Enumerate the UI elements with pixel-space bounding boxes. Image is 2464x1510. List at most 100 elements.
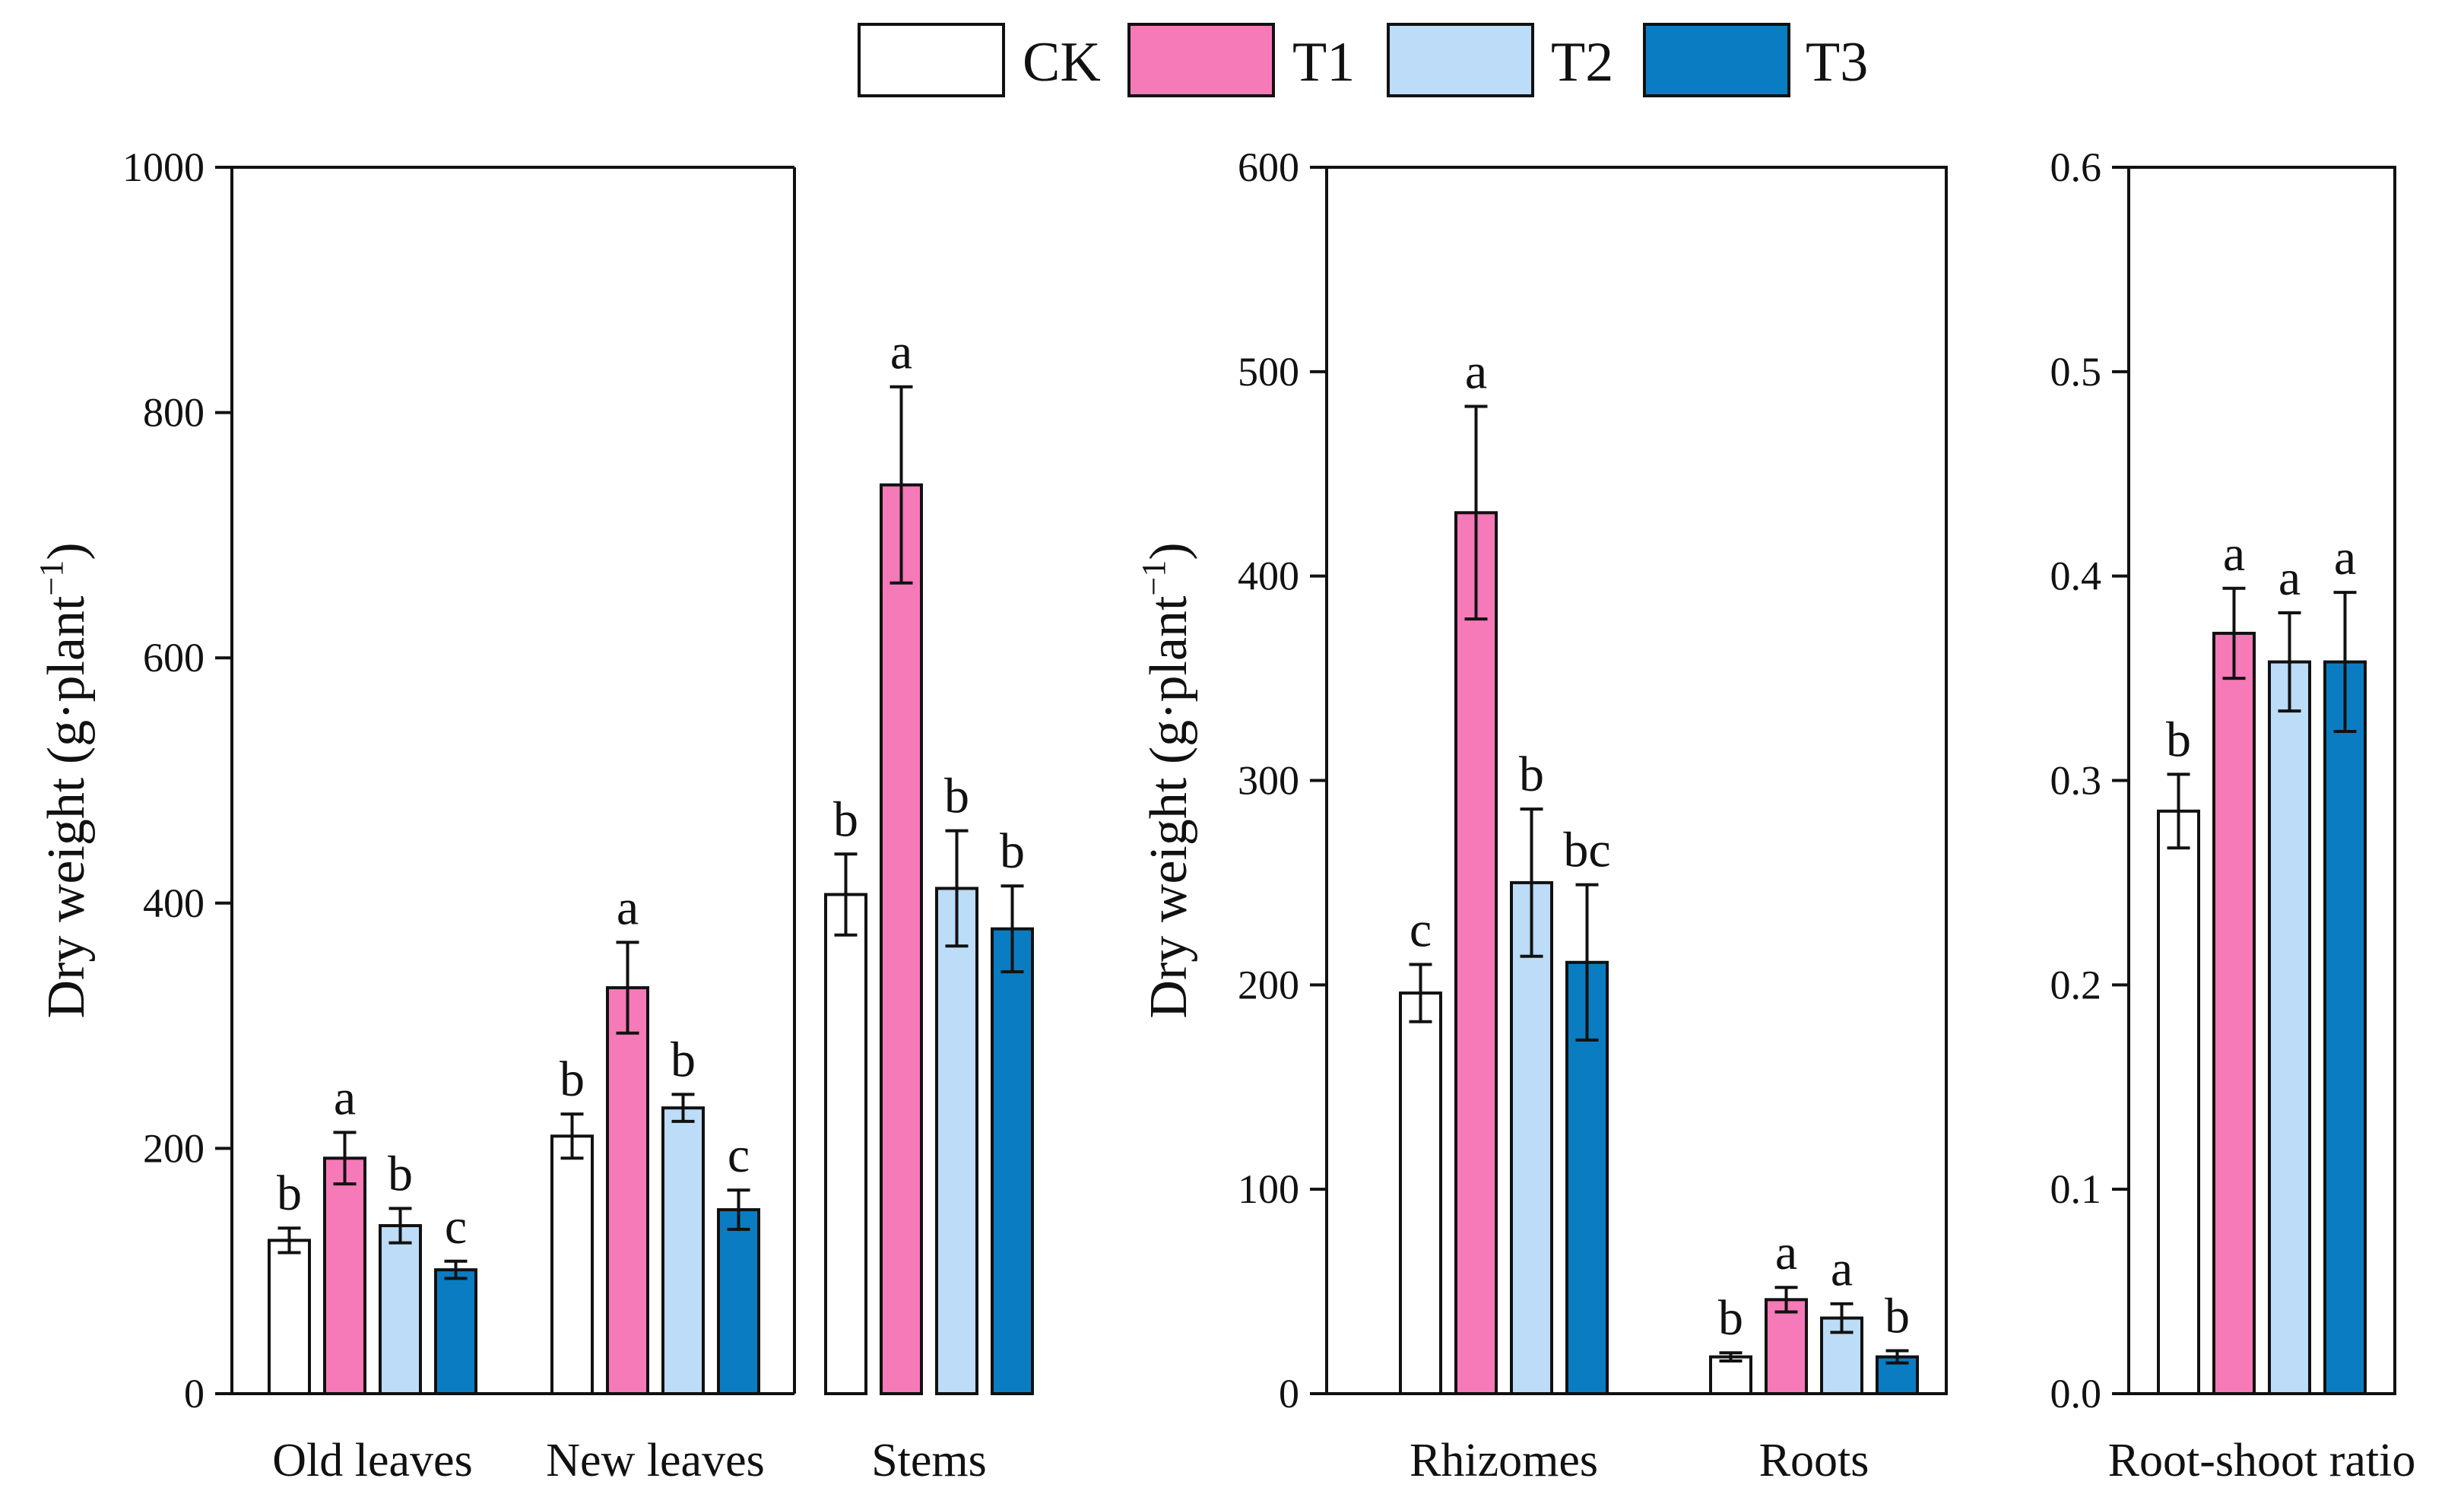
significance-letter: b (944, 769, 969, 824)
bar-t1-3 (880, 483, 923, 1396)
y-tick-label: 0.2 (2050, 962, 2102, 1007)
x-category-label: Old leaves (272, 1435, 472, 1486)
error-bar (2278, 611, 2301, 713)
significance-letter: a (2278, 550, 2301, 606)
bar-t3-2 (717, 1208, 760, 1396)
bar-t1-1 (1454, 511, 1498, 1395)
error-bar (1719, 1351, 1743, 1362)
error-bar (1409, 963, 1432, 1023)
y-tick-label: 0.0 (2050, 1371, 2102, 1416)
significance-letter: a (2223, 526, 2245, 582)
significance-letter: c (728, 1128, 750, 1183)
error-bar (1520, 807, 1543, 958)
significance-letter: b (833, 791, 858, 847)
error-bar (671, 1093, 695, 1123)
significance-letter: a (1831, 1242, 1853, 1297)
y-tick-label: 200 (1238, 962, 1299, 1007)
significance-letter: b (388, 1146, 413, 1201)
bar-t1-1 (323, 1156, 366, 1395)
significance-letter: a (890, 325, 912, 380)
y-tick-label: 0 (184, 1371, 205, 1416)
error-bar (1774, 1286, 1798, 1314)
bar-ck-1 (2157, 809, 2200, 1395)
bar-t3-1 (434, 1268, 477, 1396)
legend-swatch-t1 (1127, 23, 1275, 97)
significance-letter: b (1885, 1289, 1910, 1344)
bar-t2-3 (935, 887, 978, 1395)
legend-label-ck: CK (1023, 31, 1101, 94)
significance-letter: a (1465, 344, 1487, 400)
bar-ck-3 (824, 893, 867, 1396)
y-axis-title-close: ) (1140, 542, 1198, 560)
error-bar (333, 1131, 357, 1186)
error-bar (277, 1226, 301, 1255)
error-bar (1575, 883, 1599, 1042)
bar-t3-1 (2323, 660, 2367, 1395)
x-category-label: Root-shoot ratio (2108, 1435, 2416, 1486)
significance-letter: bc (1563, 823, 1610, 878)
legend: CK T1 T2 T3 (858, 23, 1868, 97)
significance-letter: a (2334, 530, 2356, 585)
significance-letter: b (1000, 823, 1025, 879)
error-bar (2333, 591, 2357, 733)
error-bar (2222, 586, 2246, 680)
significance-letter: c (445, 1199, 467, 1255)
bar-ck-2 (550, 1134, 594, 1396)
y-tick-label: 1000 (122, 144, 205, 190)
significance-letter: b (671, 1032, 696, 1087)
y-tick-label: 0.3 (2050, 758, 2102, 804)
y-axis-title-superscript: −1 (1135, 560, 1172, 596)
y-tick-label: 0.4 (2050, 554, 2102, 599)
y-tick-label: 0.1 (2050, 1166, 2102, 1212)
error-bar (727, 1188, 750, 1231)
error-bar (834, 852, 858, 937)
bar-t2-1 (2268, 660, 2311, 1395)
y-tick-label: 500 (1238, 349, 1299, 395)
significance-letter: b (1718, 1290, 1743, 1346)
significance-letter: b (1519, 747, 1544, 802)
legend-swatch-ck (858, 23, 1005, 97)
error-bar (2167, 772, 2190, 850)
error-bar (1001, 884, 1024, 974)
significance-letter: a (334, 1070, 356, 1125)
bar-ck-1 (1399, 991, 1442, 1395)
y-tick-label: 400 (143, 880, 205, 926)
y-axis-title: Dry weight (g·plant−1) (1135, 542, 1198, 1018)
y-tick-label: 100 (1238, 1166, 1299, 1212)
y-axis-title-main: Dry weight (g·plant (1140, 595, 1198, 1019)
bar-t1-2 (1765, 1298, 1808, 1395)
legend-swatch-t2 (1387, 23, 1534, 97)
bar-t3-3 (991, 927, 1034, 1395)
bar-t2-1 (379, 1224, 422, 1396)
x-category-label: New leaves (546, 1435, 764, 1486)
significance-letter: b (2166, 712, 2191, 767)
legend-label-t2: T2 (1551, 31, 1613, 94)
error-bar (1885, 1349, 1909, 1365)
significance-letter: a (1775, 1225, 1797, 1280)
significance-letter: b (560, 1052, 585, 1107)
bar-ck-1 (268, 1239, 311, 1395)
legend-label-t3: T3 (1806, 31, 1868, 94)
y-tick-label: 600 (1238, 144, 1299, 190)
chart-panel-1: 0 200 400 600 800 1000 Dry weight (g·plant−1) O… (33, 144, 1034, 1486)
x-category-label: Stems (871, 1435, 987, 1486)
bar-t1-2 (606, 986, 649, 1396)
error-bar (444, 1259, 468, 1280)
error-bar (945, 829, 969, 948)
bar-t2-1 (1510, 880, 1553, 1395)
y-tick-label: 300 (1238, 758, 1299, 804)
bar-t2-2 (661, 1106, 705, 1396)
error-bar (388, 1207, 412, 1245)
y-tick-label: 400 (1238, 554, 1299, 599)
x-category-label: Rhizomes (1410, 1435, 1598, 1486)
legend-swatch-t3 (1643, 23, 1790, 97)
x-category-label: Roots (1759, 1435, 1869, 1486)
bar-t1-1 (2212, 631, 2256, 1395)
error-bar (560, 1112, 584, 1160)
y-tick-label: 0.6 (2050, 144, 2102, 190)
y-axis-title-superscript: −1 (33, 560, 70, 596)
y-axis-title: Dry weight (g·plant−1) (33, 542, 96, 1018)
y-tick-label: 800 (143, 390, 205, 436)
